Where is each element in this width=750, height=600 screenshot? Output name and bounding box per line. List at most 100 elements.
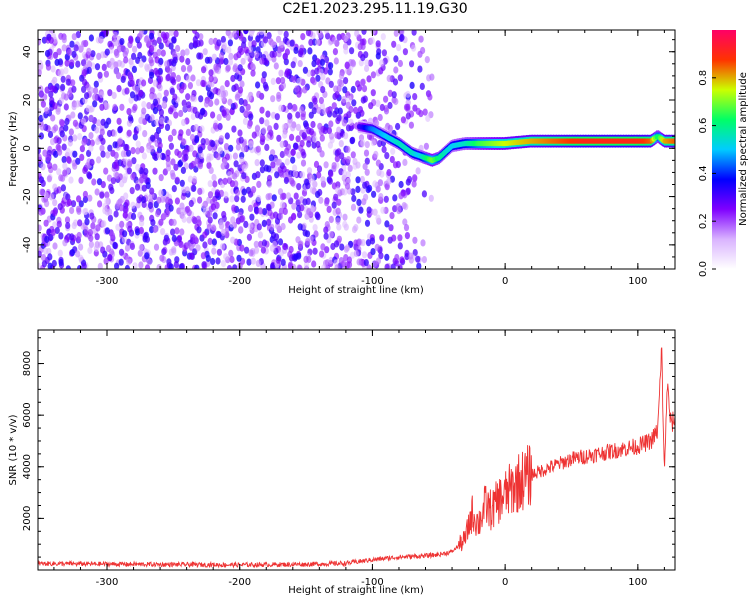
heatmap-noise-cell xyxy=(300,113,306,121)
heatmap-noise-cell xyxy=(109,62,115,70)
heatmap-noise-cell xyxy=(305,30,312,37)
heatmap-noise-cell xyxy=(276,134,282,142)
heatmap-noise-cell xyxy=(160,49,166,57)
heatmap-noise-cell xyxy=(229,255,235,264)
heatmap-noise-cell xyxy=(167,134,174,142)
heatmap-noise-cell xyxy=(64,216,71,224)
heatmap-noise-cell xyxy=(79,153,85,161)
heatmap-noise-cell xyxy=(333,240,340,248)
heatmap-noise-cell xyxy=(230,102,236,111)
heatmap-noise-cell xyxy=(386,177,392,185)
heatmap-noise-cell xyxy=(214,139,220,147)
heatmap-noise-cell xyxy=(301,222,307,230)
heatmap-noise-cell xyxy=(270,77,276,85)
heatmap-noise-cell xyxy=(157,141,163,150)
heatmap-noise-cell xyxy=(236,254,242,262)
colorbar-tick-label: 0.6 xyxy=(698,118,709,134)
heatmap-noise-cell xyxy=(61,156,67,164)
heatmap-noise-cell xyxy=(218,52,225,60)
heatmap-noise-cell xyxy=(179,55,185,63)
heatmap-noise-cell xyxy=(364,157,370,165)
heatmap-noise-cell xyxy=(54,226,60,234)
heatmap-noise-cell xyxy=(404,232,410,240)
heatmap-noise-cell xyxy=(357,43,363,51)
heatmap-noise-cell xyxy=(375,214,381,222)
heatmap-noise-cell xyxy=(241,188,247,196)
heatmap-noise-cell xyxy=(160,31,166,39)
heatmap-noise-cell xyxy=(66,48,73,57)
colorbar-tick-label: 0.2 xyxy=(698,213,709,229)
heatmap-noise-cell xyxy=(189,94,195,102)
heatmap-noise-cell xyxy=(72,134,78,142)
heatmap-noise-cell xyxy=(179,263,185,269)
heatmap-noise-cell xyxy=(128,96,134,104)
heatmap-noise-cell xyxy=(324,199,330,207)
heatmap-noise-cell xyxy=(208,75,214,83)
heatmap-noise-cell xyxy=(249,146,255,154)
heatmap-noise-cell xyxy=(342,213,348,221)
heatmap-noise-cell xyxy=(72,150,78,158)
heatmap-noise-cell xyxy=(369,37,375,45)
heatmap-noise-cell xyxy=(94,188,100,196)
heatmap-noise-cell xyxy=(86,171,92,179)
heatmap-noise-cell xyxy=(142,235,148,243)
heatmap-noise-cell xyxy=(256,195,262,203)
heatmap-noise-cell xyxy=(308,128,314,136)
heatmap-noise-cell xyxy=(397,234,403,242)
heatmap-noise-cell xyxy=(214,189,221,197)
heatmap-noise-cell xyxy=(208,99,214,107)
heatmap-noise-cell xyxy=(350,151,356,159)
snr-y-ticks: 2000 4000 6000 8000 xyxy=(22,337,675,571)
heatmap-noise-cell xyxy=(145,182,151,190)
heatmap-noise-cell xyxy=(259,166,265,174)
heatmap-noise-cell xyxy=(206,196,212,204)
heatmap-noise-cell xyxy=(57,69,63,77)
heatmap-noise-cell xyxy=(235,143,241,151)
heatmap-noise-cell xyxy=(41,36,48,44)
heatmap-noise-cell xyxy=(83,230,89,238)
heatmap-noise-cell xyxy=(306,140,312,148)
heatmap-noise-cell xyxy=(384,183,390,191)
heatmap-noise-cell xyxy=(380,33,386,41)
heatmap-noise-cell xyxy=(176,234,183,242)
heatmap-noise-cell xyxy=(296,151,302,159)
heatmap-noise-cell xyxy=(171,234,177,243)
heatmap-noise-cell xyxy=(141,79,147,87)
heatmap-noise-cell xyxy=(52,199,58,207)
heatmap-noise-cell xyxy=(240,57,246,65)
heatmap-noise-cell xyxy=(97,71,103,79)
heatmap-noise-cell xyxy=(111,91,117,100)
heatmap-noise-cell xyxy=(265,193,271,201)
heatmap-noise-cell xyxy=(293,142,299,150)
heatmap-noise-cell xyxy=(237,64,243,72)
heatmap-noise-cell xyxy=(180,166,186,174)
heatmap-noise-cell xyxy=(82,166,88,174)
heatmap-noise-cell xyxy=(82,136,89,145)
heatmap-noise-cell xyxy=(333,57,339,65)
heatmap-noise-cell xyxy=(363,259,369,267)
heatmap-noise-cell xyxy=(399,30,405,36)
heatmap-noise-cell xyxy=(129,79,135,87)
heatmap-noise-cell xyxy=(293,253,299,261)
heatmap-noise-cell xyxy=(202,48,208,56)
heatmap-noise-cell xyxy=(254,207,260,215)
heatmap-noise-cell xyxy=(112,31,118,39)
heatmap-noise-cell xyxy=(297,60,303,68)
heatmap-noise-cell xyxy=(71,33,77,41)
heatmap-noise-cell xyxy=(226,265,233,269)
heatmap-noise-cell xyxy=(208,153,214,161)
heatmap-noise-cell xyxy=(157,84,163,92)
heatmap-noise-cell xyxy=(181,99,187,107)
heatmap-noise-cell xyxy=(168,204,174,212)
heatmap-noise-cell xyxy=(69,206,75,215)
heatmap-noise-cell xyxy=(336,33,342,41)
heatmap-noise-cell xyxy=(415,167,421,175)
heatmap-noise-cell xyxy=(282,207,288,215)
heatmap-noise-cell xyxy=(343,254,349,262)
y-tick-label: 4000 xyxy=(22,454,33,479)
heatmap-noise-cell xyxy=(136,41,142,49)
heatmap-noise-cell xyxy=(112,39,118,47)
heatmap-noise-cell xyxy=(62,239,68,247)
heatmap-noise-cell xyxy=(231,30,238,38)
heatmap-noise-cell xyxy=(220,35,226,44)
